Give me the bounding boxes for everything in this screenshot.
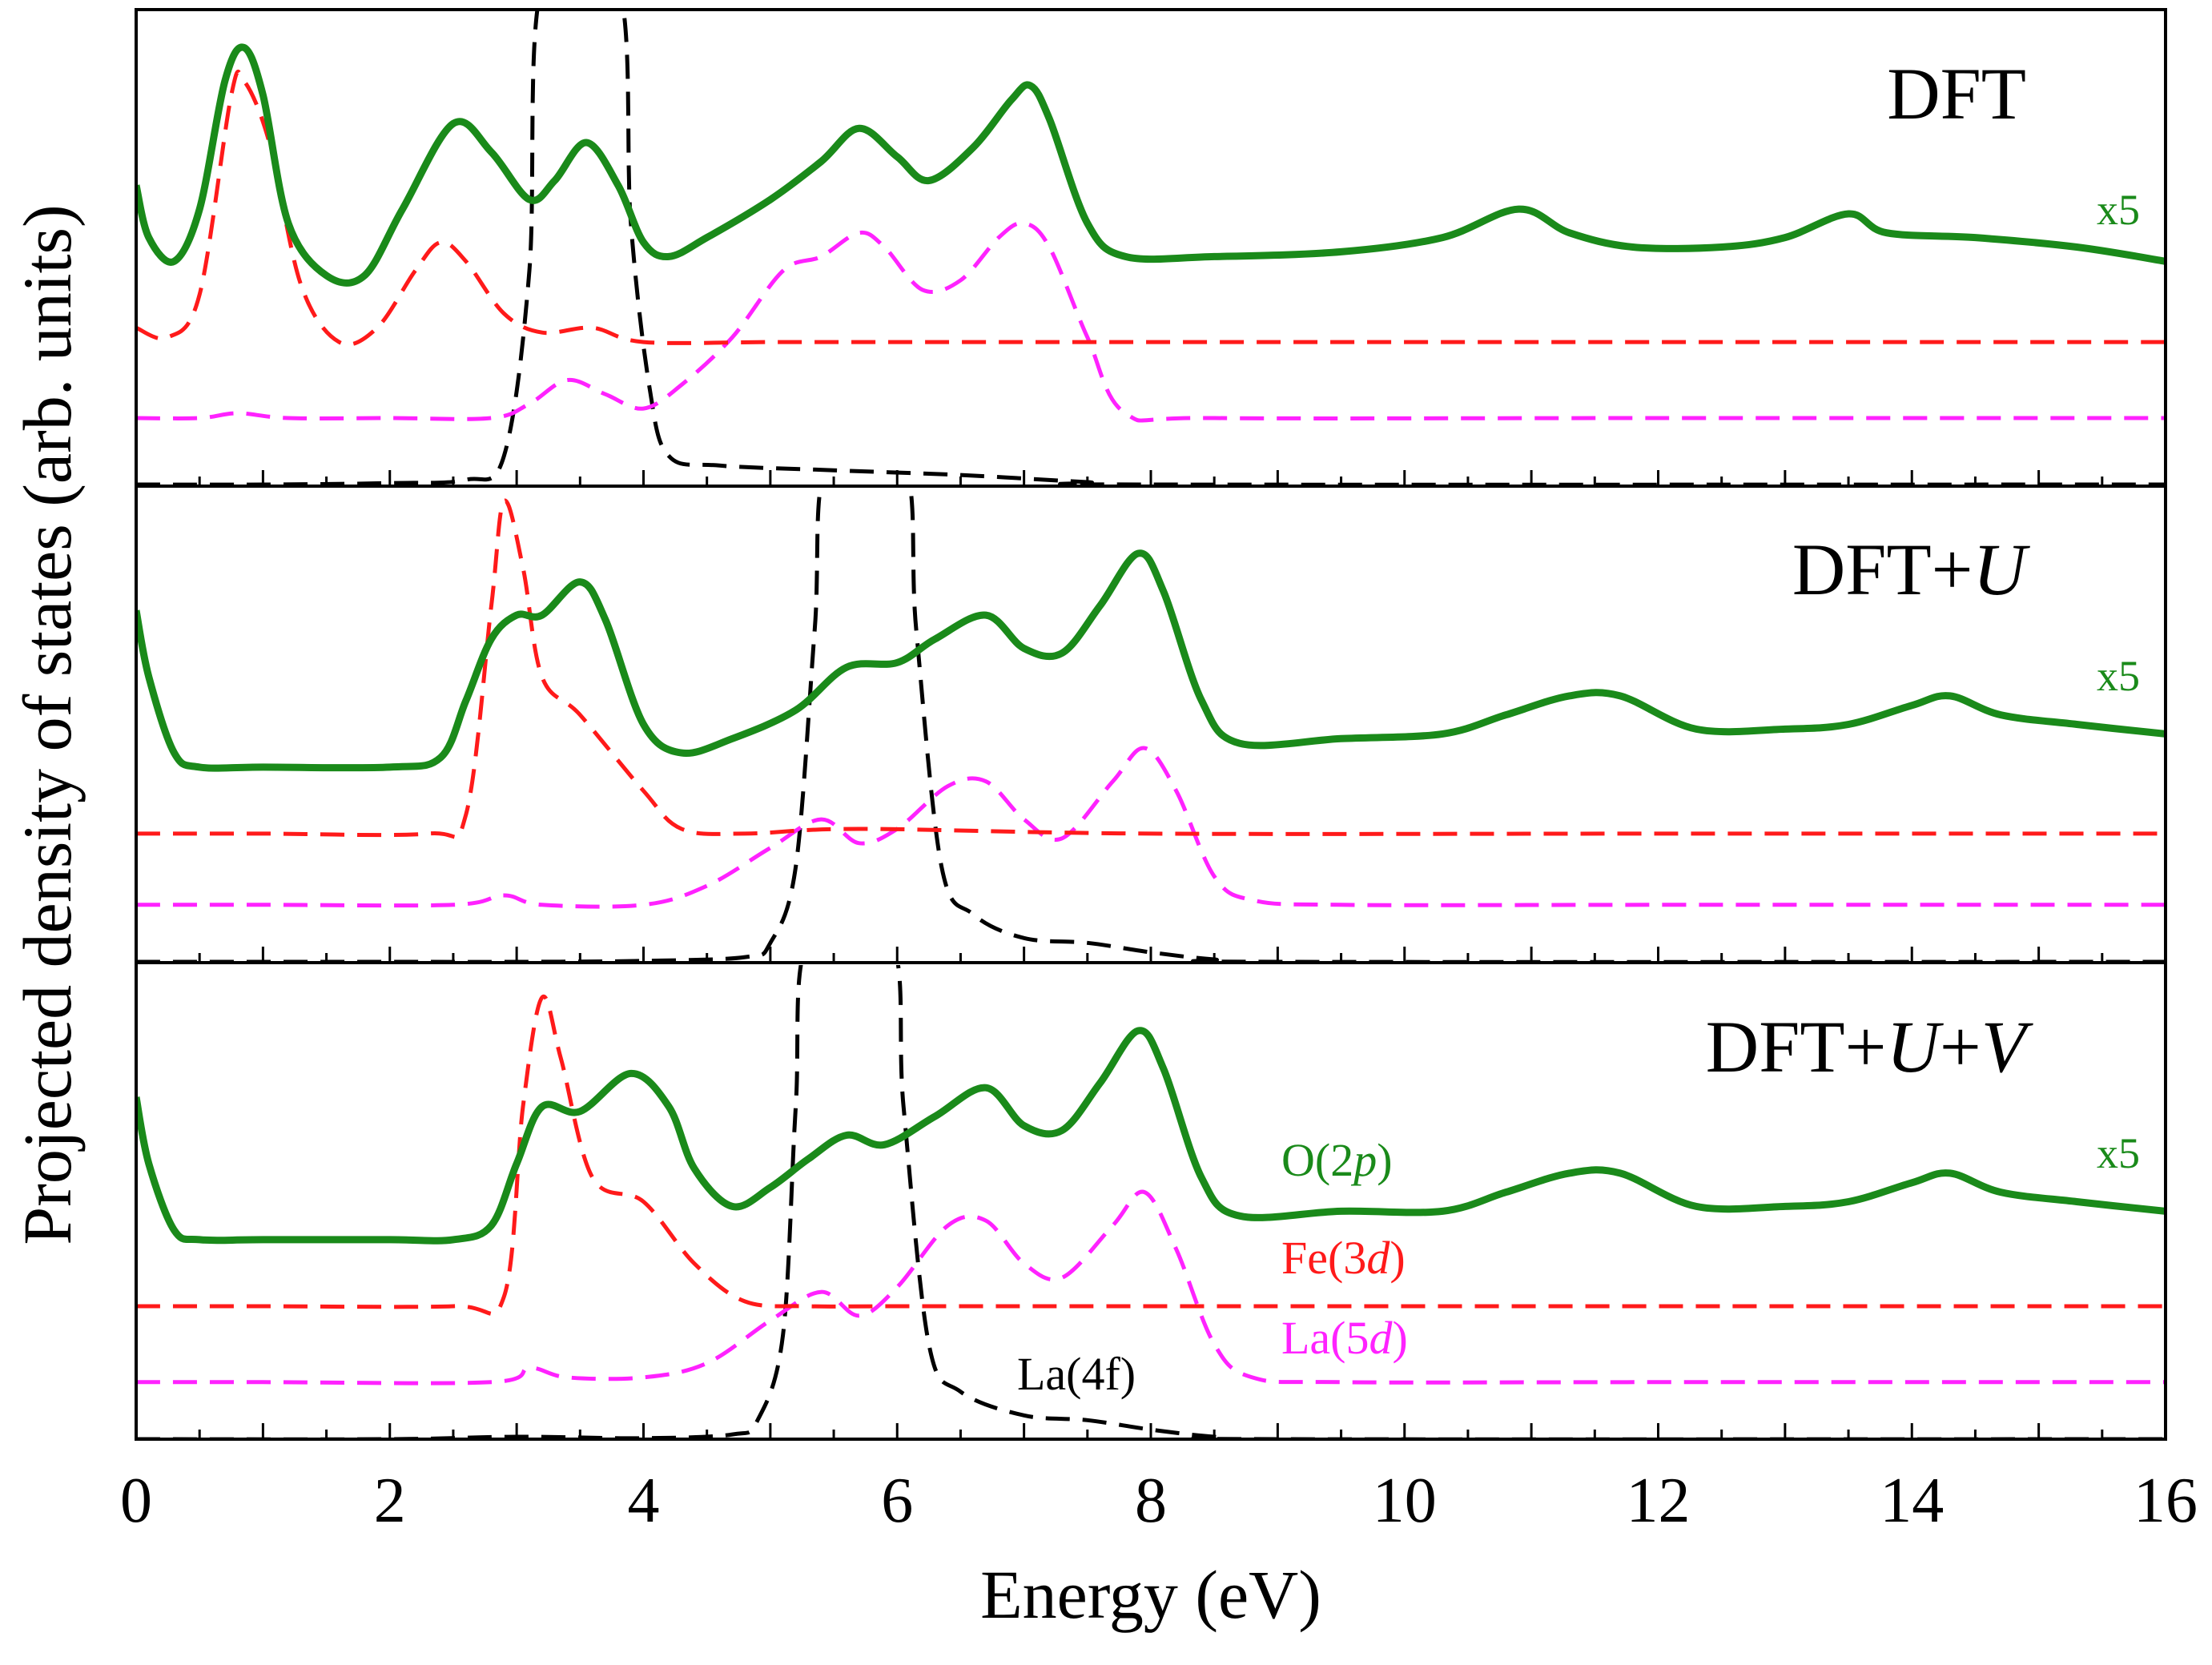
series-la5d-line: [136, 1189, 2166, 1385]
legend-label: La(4f): [1017, 1348, 1136, 1400]
x-tick-label: 14: [1880, 1466, 1944, 1536]
series-o2p-line: [136, 43, 2166, 287]
labels-layer: DFT x5 DFT+U x5 DFT+U+V x5 0 2 4 6 8 10 12 14 16 Energy…: [9, 53, 2198, 1633]
series-o2p-line: [136, 1027, 2166, 1245]
panel-title: DFT+U: [1792, 529, 2031, 610]
x-tick-label: 6: [881, 1466, 913, 1536]
x-tick-label: 4: [628, 1466, 660, 1536]
panel-title: DFT+U+V: [1706, 1006, 2034, 1088]
x-tick-label: 16: [2134, 1466, 2198, 1536]
legend-label: O(2p): [1281, 1134, 1393, 1186]
series-la4f-line: [136, 10, 2166, 485]
series-fe3d-line: [136, 498, 2166, 839]
panel-1: [136, 10, 2166, 485]
series-la5d-line: [136, 746, 2166, 909]
x-tick-label: 8: [1135, 1466, 1167, 1536]
panel-2: [136, 489, 2166, 961]
x-tick-label: 12: [1627, 1466, 1691, 1536]
panels-layer: [136, 10, 2166, 1440]
series-la4f-line: [136, 489, 2166, 961]
series-o2p-line: [136, 549, 2166, 772]
series-fe3d-line: [136, 70, 2166, 347]
x-tick-label: 0: [120, 1466, 152, 1536]
legend-label: Fe(3d): [1281, 1232, 1406, 1284]
scale-label: x5: [2097, 652, 2140, 700]
scale-label: x5: [2097, 186, 2140, 234]
panel-title: DFT: [1887, 53, 2026, 135]
series-la5d-line: [136, 221, 2166, 423]
x-tick-label: 2: [374, 1466, 406, 1536]
series-la4f-line: [136, 965, 2166, 1440]
x-tick-label: 10: [1373, 1466, 1437, 1536]
axes-frame: [135, 8, 2167, 1441]
panel-3: [136, 965, 2166, 1440]
x-axis-title: Energy (eV): [980, 1556, 1321, 1633]
scale-label: x5: [2097, 1129, 2140, 1177]
series-fe3d-line: [136, 994, 2166, 1317]
legend-label: La(5d): [1281, 1312, 1408, 1364]
y-axis-title: Projected density of states (arb. units): [9, 204, 86, 1245]
